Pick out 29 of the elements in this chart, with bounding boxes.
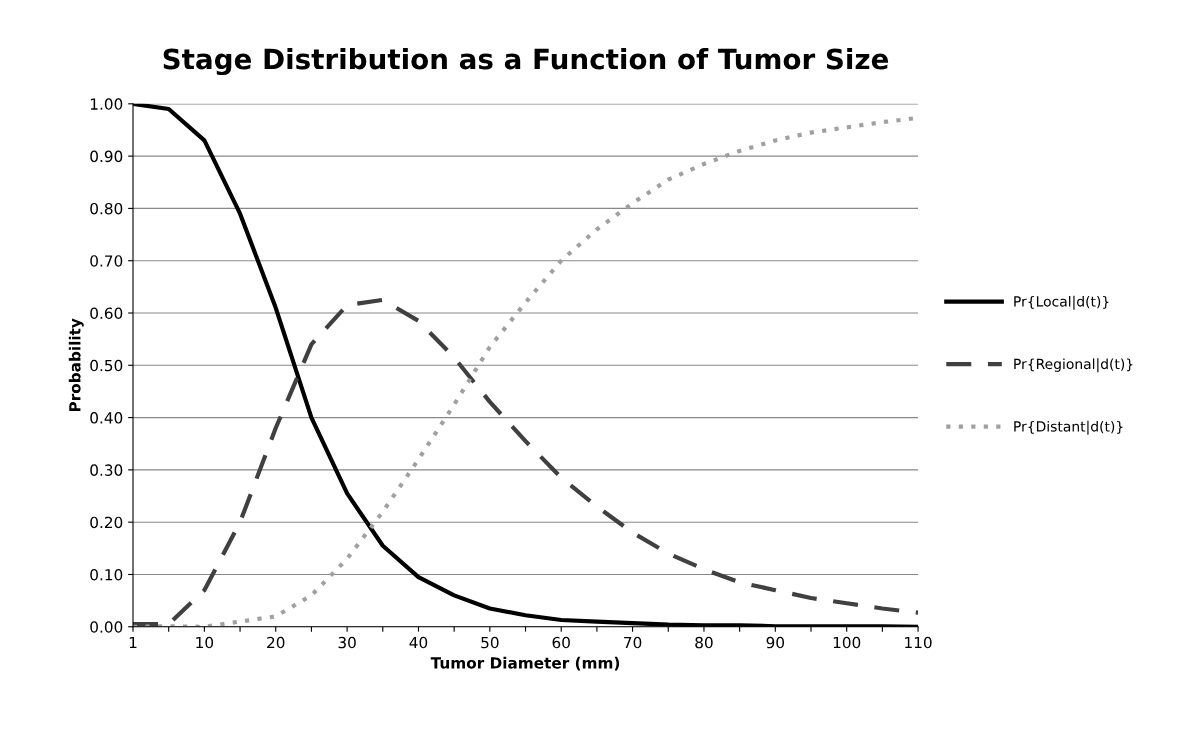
x-tick-label: 90 — [766, 636, 785, 649]
x-tick-label: 110 — [905, 636, 932, 649]
y-axis-title: Probability — [68, 318, 84, 412]
y-tick-label: 0.00 — [90, 621, 123, 633]
legend-label: Pr{Local|d(t)} — [1014, 295, 1109, 310]
x-tick-label: 30 — [338, 636, 356, 649]
x-tick-label: 80 — [695, 636, 713, 649]
legend-label: Pr{Regional|d(t)} — [1014, 358, 1133, 373]
y-tick-label: 1.00 — [90, 98, 123, 110]
y-tick-label: 0.20 — [90, 516, 123, 529]
legend-label: Pr{Distant|d(t)} — [1014, 420, 1123, 435]
x-tick-label: 50 — [481, 636, 499, 649]
x-tick-label: 10 — [196, 636, 214, 649]
x-tick-label: 40 — [409, 636, 428, 649]
y-tick-label: 0.40 — [90, 412, 123, 424]
x-axis-title: Tumor Diameter (mm) — [430, 656, 620, 671]
y-tick-label: 0.80 — [90, 202, 123, 215]
x-tick-label: 60 — [552, 636, 570, 649]
chart-title: Stage Distribution as a Function of Tumor Size — [163, 47, 889, 76]
y-tick-label: 0.30 — [90, 464, 123, 476]
x-tick-label: 20 — [267, 636, 285, 649]
x-tick-label: 100 — [833, 636, 861, 649]
y-tick-label: 0.50 — [90, 359, 123, 372]
x-tick-label: 70 — [624, 636, 642, 649]
y-tick-label: 0.60 — [90, 307, 123, 320]
y-tick-label: 0.70 — [90, 255, 123, 267]
y-tick-label: 0.10 — [90, 568, 123, 581]
y-tick-label: 0.90 — [90, 150, 123, 163]
x-tick-label: 1 — [129, 636, 137, 649]
